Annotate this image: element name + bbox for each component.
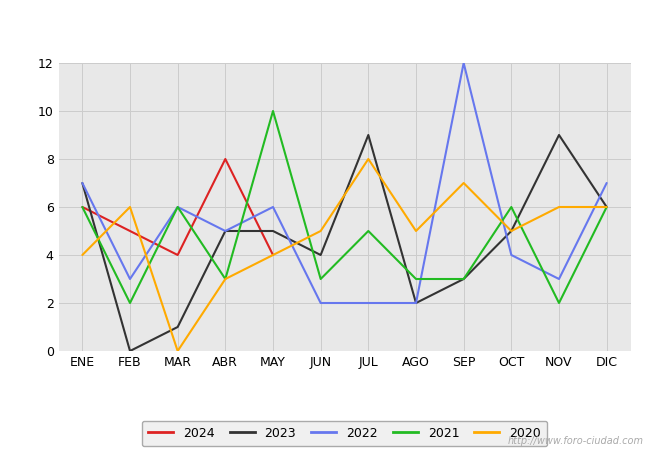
Text: Matriculaciones de Vehiculos en Genovés: Matriculaciones de Vehiculos en Genovés xyxy=(138,14,512,32)
Legend: 2024, 2023, 2022, 2021, 2020: 2024, 2023, 2022, 2021, 2020 xyxy=(142,421,547,446)
Text: http://www.foro-ciudad.com: http://www.foro-ciudad.com xyxy=(508,436,644,446)
